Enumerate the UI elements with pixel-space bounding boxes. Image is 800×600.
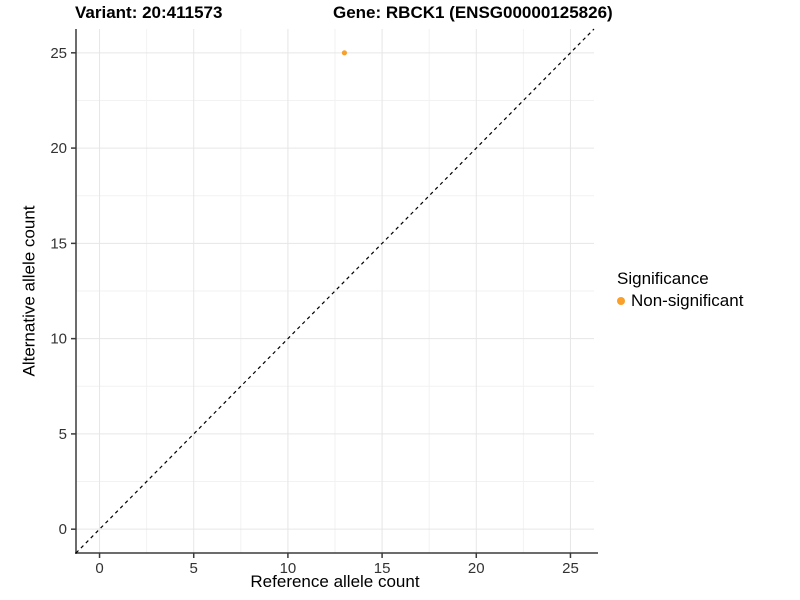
- legend-entry: Non-significant: [617, 291, 743, 311]
- legend-point-icon: [617, 297, 625, 305]
- x-tick-label: 0: [95, 560, 103, 577]
- x-tick-label: 5: [190, 560, 198, 577]
- y-tick-label: 25: [50, 45, 67, 62]
- x-axis-title: Reference allele count: [250, 572, 420, 591]
- x-tick-label: 15: [374, 560, 391, 577]
- gene-title: Gene: RBCK1 (ENSG00000125826): [333, 3, 613, 22]
- y-axis-title: Alternative allele count: [20, 205, 40, 377]
- x-tick-label: 10: [280, 560, 297, 577]
- legend-entry-label: Non-significant: [631, 291, 744, 310]
- y-tick-label: 5: [59, 426, 67, 443]
- y-tick-label: 15: [50, 235, 67, 252]
- variant-title: Variant: 20:411573: [75, 3, 223, 22]
- y-axis-title-container: Alternative allele count: [18, 29, 42, 553]
- legend-title: Significance: [617, 269, 709, 288]
- data-point: [341, 50, 348, 56]
- y-tick-label: 10: [50, 331, 67, 348]
- x-tick-label: 20: [468, 560, 485, 577]
- y-tick-label: 20: [50, 140, 67, 157]
- y-tick-label: 0: [59, 521, 67, 538]
- legend: Significance Non-significant: [617, 269, 743, 311]
- x-tick-label: 25: [562, 560, 579, 577]
